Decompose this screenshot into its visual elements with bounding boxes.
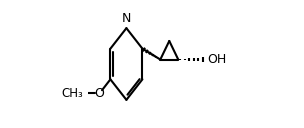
Text: N: N <box>122 12 131 25</box>
Text: OH: OH <box>208 53 227 66</box>
Text: CH₃: CH₃ <box>62 87 84 100</box>
Text: O: O <box>95 87 105 100</box>
